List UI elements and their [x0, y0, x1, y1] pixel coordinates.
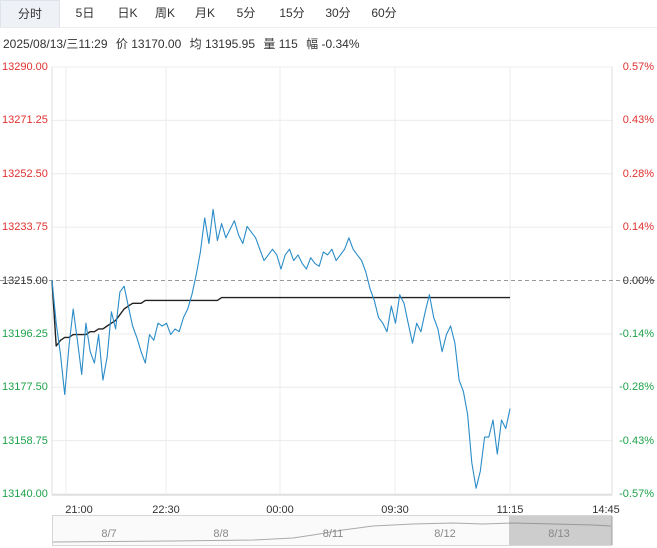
- change-text: 幅 -0.34%: [306, 37, 360, 51]
- period-tabs: 分时 5日 日K 周K 月K 5分 15分 30分 60分: [0, 0, 657, 28]
- price-text: 价 13170.00: [115, 37, 182, 51]
- scroller-selection-window[interactable]: [509, 516, 613, 545]
- tab-5min[interactable]: 5分: [236, 6, 256, 20]
- tab-60min[interactable]: 60分: [371, 6, 397, 20]
- price-tick-label: 13140.00: [2, 488, 48, 500]
- percent-tick-label: -0.28%: [619, 381, 654, 394]
- price-tick-label: 13196.25: [2, 327, 48, 340]
- scroller-price-trace: [53, 522, 611, 543]
- time-tick-label: 11:15: [496, 504, 524, 516]
- avg-price-text: 均 13195.95: [189, 37, 256, 51]
- tab-monthly-k[interactable]: 月K: [194, 6, 215, 20]
- datetime-text: 2025/08/13/三11:29: [3, 37, 108, 51]
- price-tick-label: 13215.00: [2, 274, 48, 287]
- time-tick-label: 22:30: [152, 504, 180, 516]
- scroller-date-label: 8/8: [213, 528, 229, 540]
- percent-tick-label: 0.14%: [622, 221, 654, 234]
- price-tick-label: 13233.75: [2, 221, 48, 234]
- scroller-date-label: 8/12: [434, 528, 456, 540]
- scroller-minichart: [53, 522, 611, 543]
- price-line: [51, 208, 511, 489]
- tab-30min[interactable]: 30分: [325, 6, 351, 20]
- quote-info-bar: 2025/08/13/三11:29 价 13170.00 均 13195.95 …: [3, 35, 365, 52]
- tab-15min[interactable]: 15分: [279, 6, 305, 20]
- tab-timeshare[interactable]: 分时: [0, 0, 60, 27]
- price-tick-label: 13177.50: [2, 381, 48, 394]
- time-tick-label: 09:30: [381, 504, 409, 516]
- price-tick-label: 13290.00: [2, 61, 48, 73]
- percent-tick-label: -0.43%: [619, 434, 654, 447]
- percent-tick-label: 0.43%: [622, 114, 654, 127]
- tab-daily-k[interactable]: 日K: [117, 6, 138, 20]
- price-tick-label: 13252.50: [2, 167, 48, 180]
- percent-tick-label: -0.57%: [619, 488, 654, 500]
- tab-5day[interactable]: 5日: [75, 6, 95, 20]
- price-tick-label: 13271.25: [2, 114, 48, 127]
- volume-text: 量 115: [263, 37, 298, 51]
- percent-tick-label: -0.14%: [619, 327, 654, 340]
- date-range-scroller[interactable]: 8/7 8/8 8/11 8/12 8/13: [52, 515, 613, 546]
- scroller-date-label: 8/7: [101, 528, 117, 540]
- time-tick-label: 21:00: [65, 504, 93, 516]
- price-tick-label: 13158.75: [2, 434, 48, 447]
- tab-weekly-k[interactable]: 周K: [154, 6, 175, 20]
- scroller-date-label: 8/11: [322, 528, 344, 540]
- time-tick-label: 14:45: [592, 504, 620, 516]
- percent-tick-label: 0.28%: [622, 167, 654, 180]
- scroller-date-label: 8/13: [548, 528, 570, 540]
- time-tick-label: 00:00: [266, 504, 294, 516]
- percent-tick-label: 0.00%: [622, 274, 654, 287]
- percent-tick-label: 0.57%: [622, 61, 654, 73]
